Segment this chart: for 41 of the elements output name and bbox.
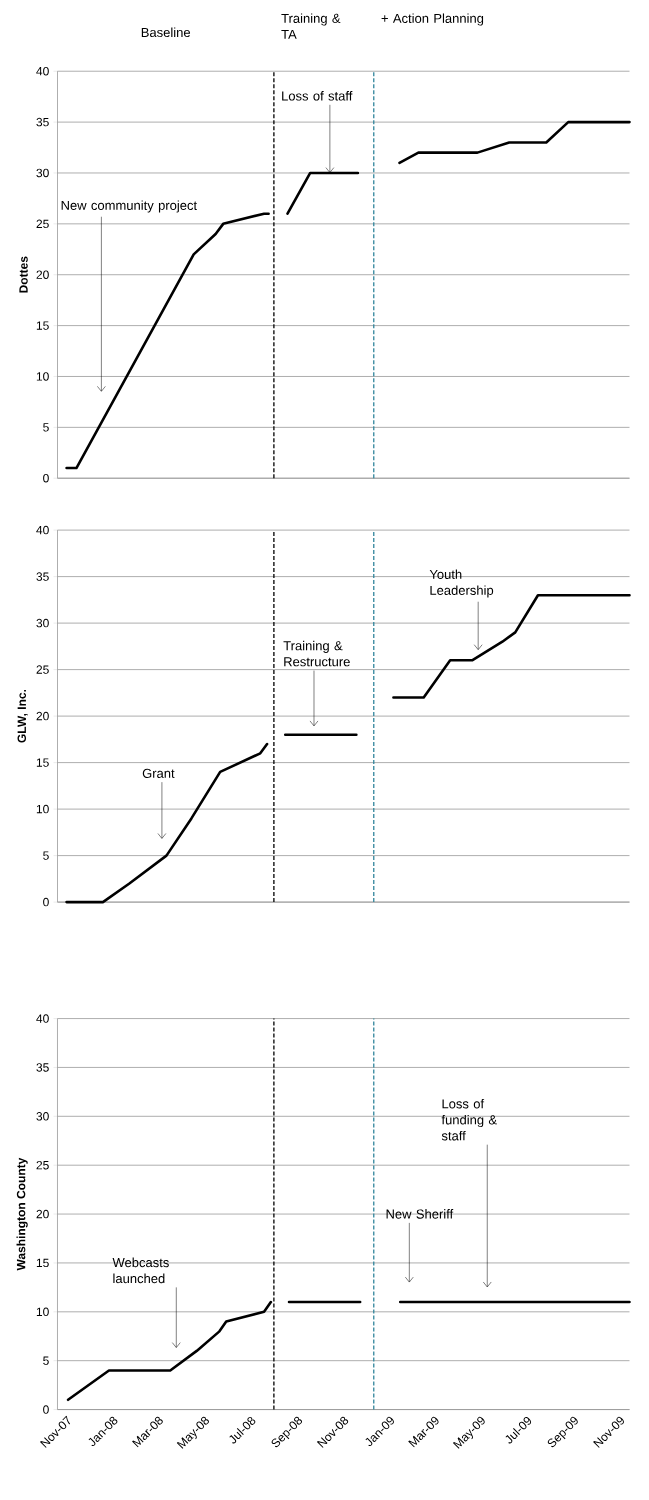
annotation: Loss of staff [282, 91, 353, 101]
y-tick-label: 40 [36, 66, 49, 76]
y-tick-label: 5 [43, 1356, 49, 1365]
y-tick-label: 15 [36, 321, 49, 330]
annotation: Training & Restructure [283, 640, 350, 667]
annotation: Webcasts launched [112, 1257, 169, 1284]
y-tick-label: 30 [36, 618, 49, 628]
y-tick-label: 40 [36, 525, 49, 535]
y-tick-label: 10 [36, 804, 49, 814]
y-tick-label: 35 [36, 1063, 49, 1072]
annotation: New Sheriff [386, 1209, 454, 1219]
annotation: Youth Leadership [429, 569, 494, 598]
y-tick-label: 5 [43, 851, 49, 860]
y-tick-label: 10 [36, 372, 49, 381]
y-tick-label: 15 [36, 758, 49, 767]
y-tick-label: 20 [36, 1209, 49, 1219]
y-tick-label: 25 [36, 1160, 49, 1170]
y-tick-label: 35 [36, 572, 49, 581]
y-tick-label: 30 [36, 168, 49, 178]
y-axis-title: Dottes [19, 256, 28, 293]
y-tick-label: 25 [36, 665, 49, 674]
y-axis-title: Washington County [16, 1157, 28, 1271]
y-tick-label: 40 [36, 1014, 49, 1023]
y-tick-label: 0 [43, 1405, 49, 1414]
annotation: New community project [61, 200, 197, 213]
y-tick-label: 5 [43, 423, 49, 432]
y-tick-label: 0 [43, 897, 49, 907]
y-tick-label: 30 [36, 1112, 49, 1121]
y-tick-label: 25 [36, 219, 49, 229]
y-tick-label: 15 [36, 1258, 49, 1268]
annotation: Loss of funding & staff [441, 1098, 497, 1141]
y-tick-label: 0 [43, 473, 49, 483]
y-axis-title: GLW, Inc. [17, 689, 28, 743]
y-tick-label: 35 [36, 117, 49, 127]
text: + Action Planning [381, 13, 484, 26]
y-tick-label: 20 [36, 711, 49, 721]
y-tick-label: 20 [36, 270, 49, 279]
text: Baseline [141, 27, 191, 38]
y-tick-label: 10 [36, 1307, 49, 1317]
annotation: Grant [142, 768, 175, 778]
text: Training & TA [281, 13, 341, 39]
